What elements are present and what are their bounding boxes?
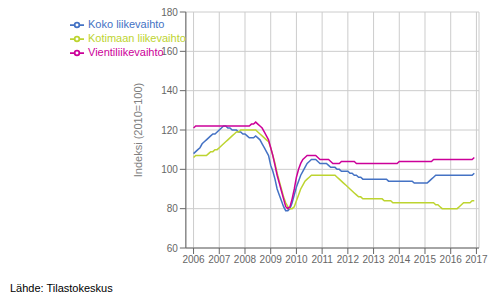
svg-text:120: 120 [161, 125, 178, 136]
svg-text:60: 60 [167, 243, 179, 254]
svg-text:80: 80 [167, 203, 179, 214]
svg-text:Indeksi (2010=100): Indeksi (2010=100) [132, 83, 144, 177]
svg-text:160: 160 [161, 46, 178, 57]
svg-text:2006: 2006 [182, 254, 205, 265]
svg-text:100: 100 [161, 164, 178, 175]
svg-text:140: 140 [161, 85, 178, 96]
svg-text:2014: 2014 [388, 254, 411, 265]
html-text:Lähde: Tilastokeskus: Lähde: Tilastokeskus [10, 282, 113, 294]
svg-text:2008: 2008 [234, 254, 257, 265]
svg-text:2016: 2016 [440, 254, 463, 265]
html-text:Vientiliikevaihto: Vientiliikevaihto [88, 46, 164, 59]
svg-text:2010: 2010 [285, 254, 308, 265]
html-text:Koko liikevaihto: Koko liikevaihto [88, 18, 165, 30]
svg-text:2017: 2017 [465, 254, 488, 265]
svg-text:2007: 2007 [208, 254, 231, 265]
svg-text:2012: 2012 [337, 254, 360, 265]
svg-text:180: 180 [161, 7, 178, 18]
html-text:Kotimaan liikevaihto: Kotimaan liikevaihto [88, 32, 186, 45]
svg-text:2015: 2015 [414, 254, 437, 265]
svg-text:2009: 2009 [260, 254, 283, 265]
svg-text:2011: 2011 [311, 254, 333, 265]
svg-text:2013: 2013 [362, 254, 385, 265]
